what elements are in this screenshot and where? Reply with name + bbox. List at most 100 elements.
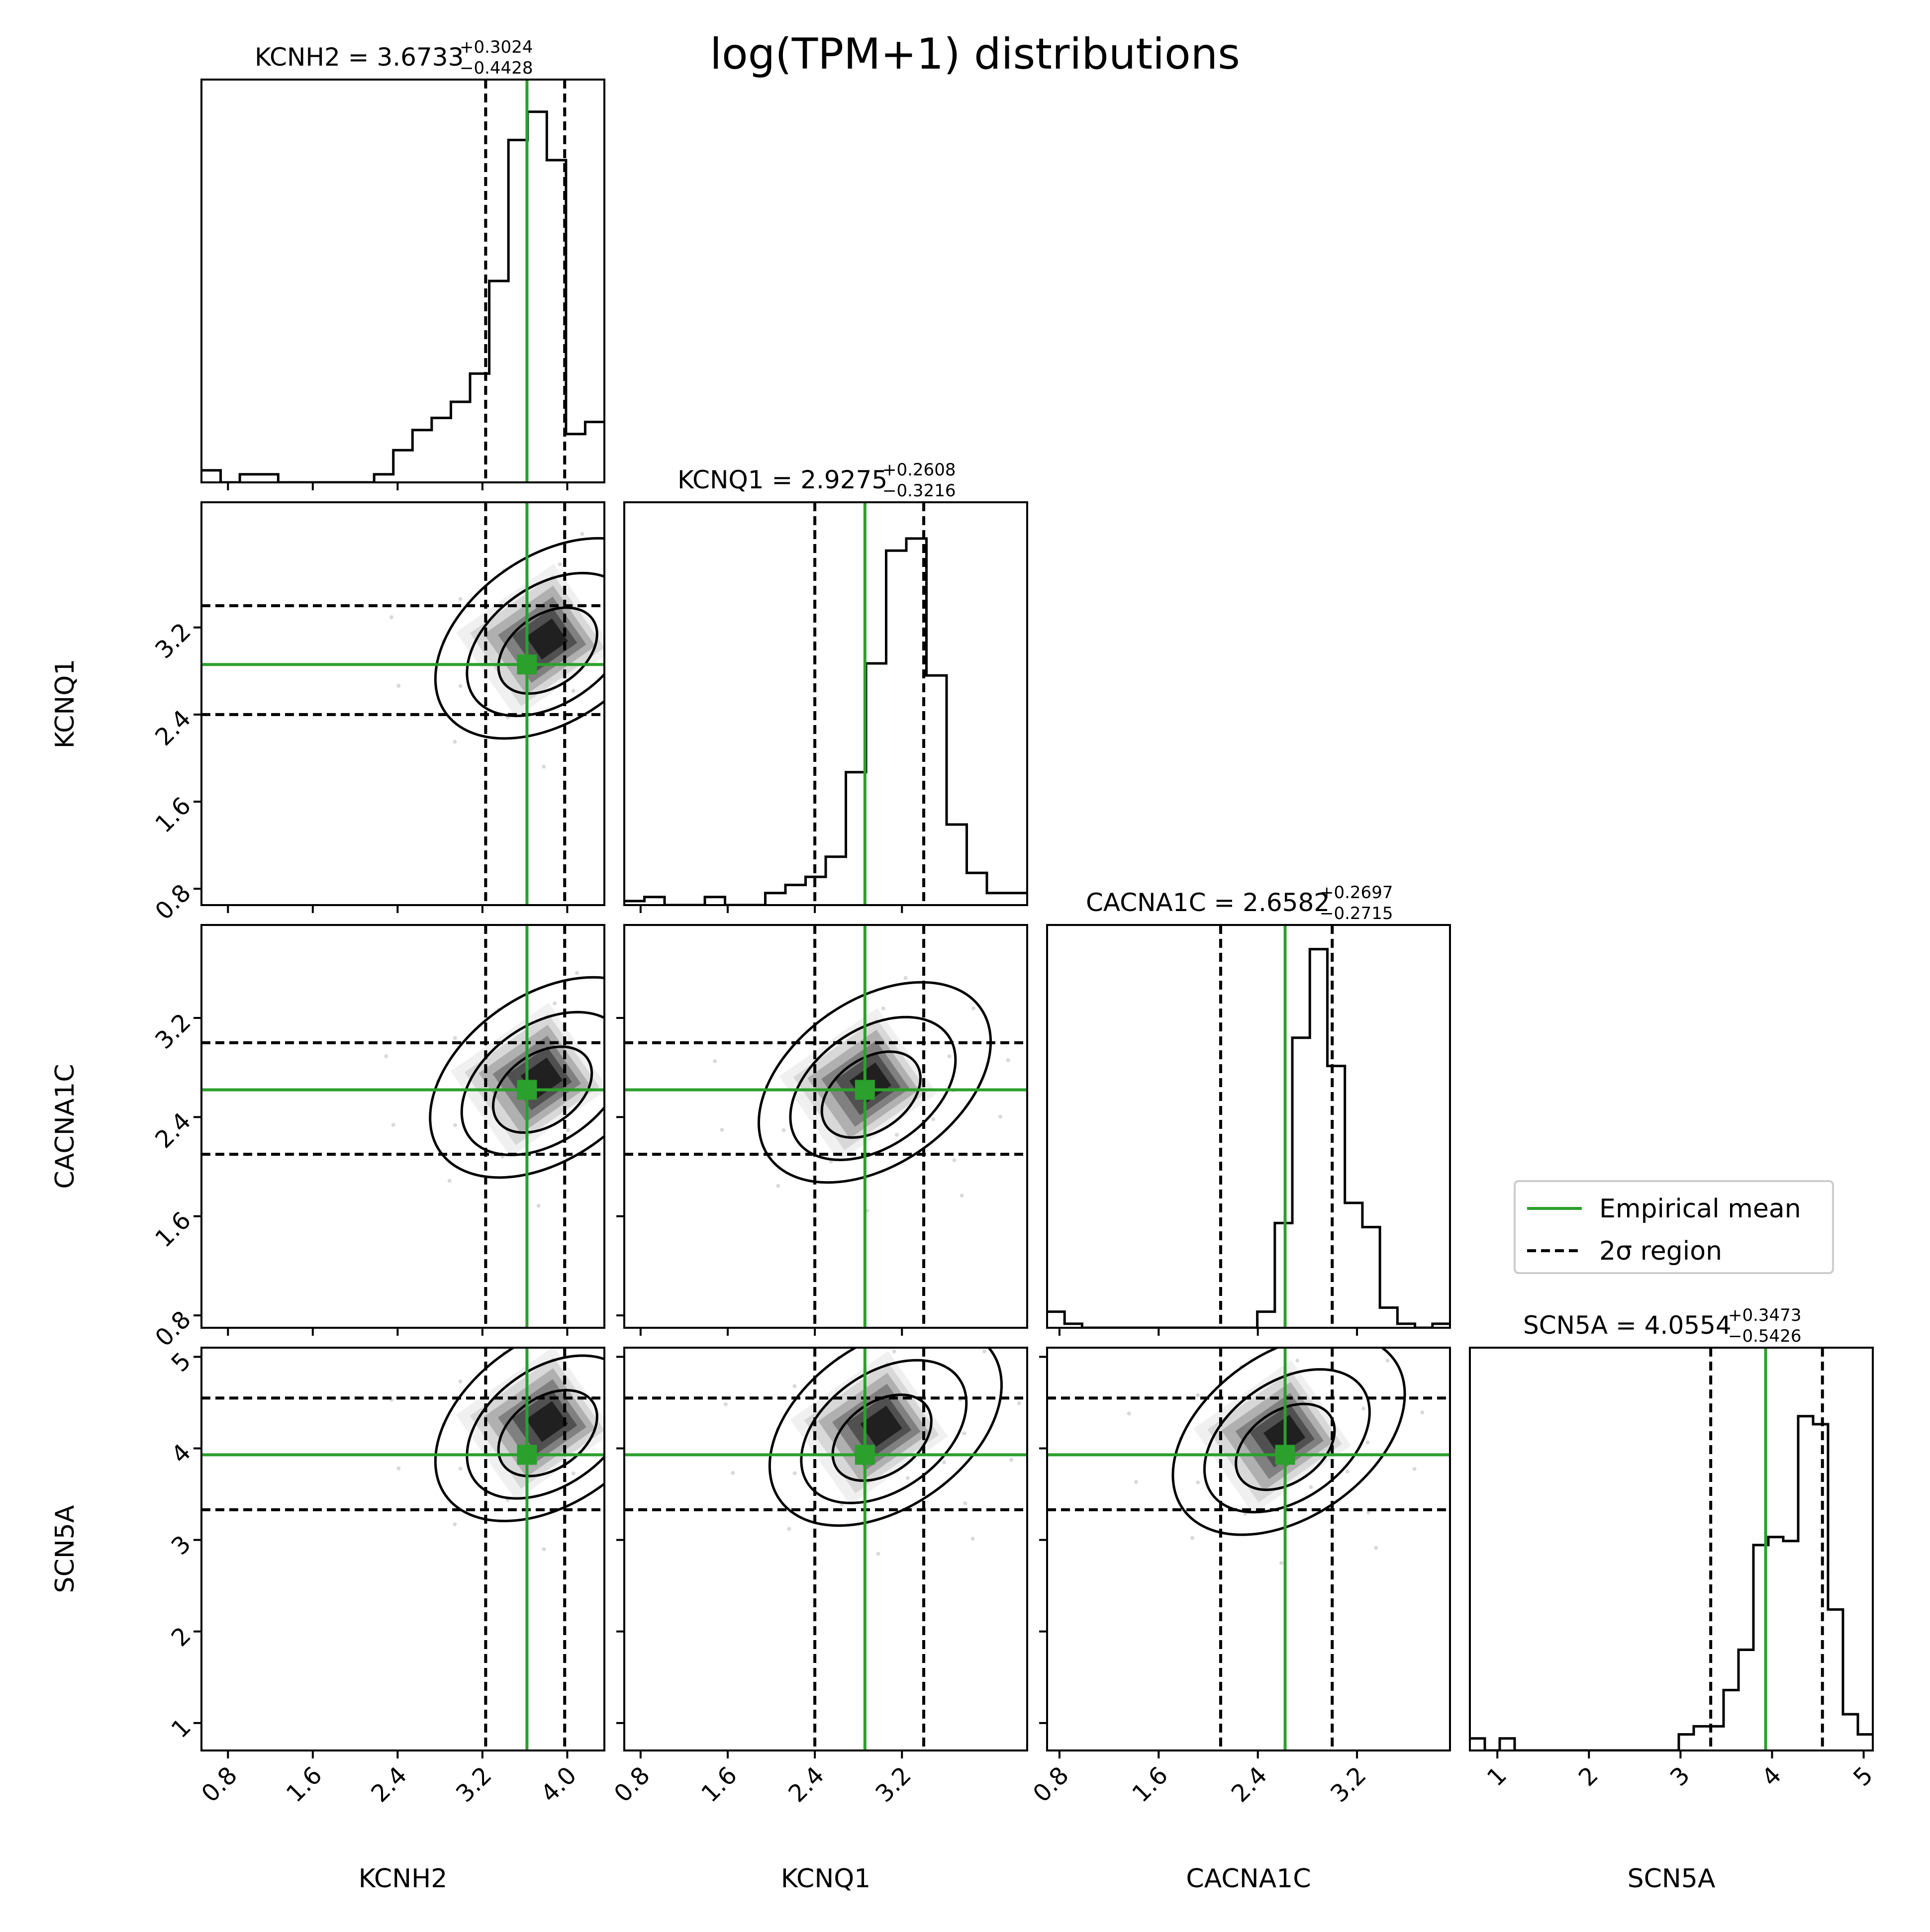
sample-point xyxy=(942,1460,947,1465)
sample-point xyxy=(947,1054,952,1059)
y-tick-label: 4 xyxy=(166,1439,196,1469)
contour-line xyxy=(466,1354,604,1500)
x-tick-label: 4.0 xyxy=(536,1761,582,1808)
sample-point xyxy=(998,1114,1003,1119)
sample-point xyxy=(631,1189,635,1193)
sample-point xyxy=(963,1501,967,1505)
x-tick-label: 4 xyxy=(1756,1761,1787,1792)
x-axis-label-CACNA1C: CACNA1C xyxy=(1186,1864,1311,1894)
legend-box xyxy=(1514,1180,1834,1274)
panel-frame xyxy=(1046,924,1451,1329)
contour-line xyxy=(789,1015,957,1161)
sample-point xyxy=(536,1203,541,1208)
sample-point xyxy=(629,1497,633,1501)
sample-point xyxy=(1196,1393,1200,1397)
panel-CACNA1C-CACNA1C: CACNA1C = 2.6582+0.2697−0.2715 xyxy=(1046,883,1451,1336)
x-tick-label: 2.4 xyxy=(783,1761,830,1808)
sample-point xyxy=(1365,1440,1370,1445)
sample-point xyxy=(542,1547,546,1552)
sample-point xyxy=(458,684,463,688)
sample-point xyxy=(683,614,687,618)
sample-point xyxy=(637,1532,641,1536)
sample-point xyxy=(787,1527,791,1531)
panel-KCNH2-KCNH2: KCNH2 = 3.6733+0.3024−0.4428 xyxy=(200,37,605,490)
sample-point xyxy=(453,1522,457,1527)
sample-point xyxy=(648,562,652,566)
y-tick-label: 1 xyxy=(166,1713,196,1744)
sample-point xyxy=(670,1110,674,1114)
panel-content xyxy=(201,502,687,905)
sample-point xyxy=(389,615,393,620)
sample-point xyxy=(970,1537,975,1541)
panel-title-minus-KCNH2: −0.4428 xyxy=(460,58,533,78)
sample-point xyxy=(629,714,633,718)
sample-point xyxy=(447,1179,452,1183)
sample-point xyxy=(914,1319,918,1323)
sample-point xyxy=(566,1128,571,1132)
panel-title-minus-KCNQ1: −0.3216 xyxy=(882,481,956,501)
sample-point xyxy=(962,1431,966,1436)
panels: KCNH2 = 3.6733+0.3024−0.4428 0.8 1.6 2.4 3.2… xyxy=(50,37,1878,1894)
sample-point xyxy=(776,1184,780,1188)
contour-line xyxy=(831,1393,933,1482)
panel-content xyxy=(624,925,1027,1328)
panel-KCNQ1-KCNH2: 0.8 1.6 2.4 3.2 xyxy=(150,501,687,925)
sample-point xyxy=(571,689,576,693)
panel-frame xyxy=(1046,1347,1451,1751)
contour-line xyxy=(1203,1368,1371,1514)
x-tick-label: 1.6 xyxy=(1127,1761,1173,1808)
sample-point xyxy=(1295,1359,1300,1363)
contour-line xyxy=(757,981,992,1184)
panel-frame xyxy=(200,1347,605,1751)
sample-point xyxy=(542,764,546,769)
x-axis-label-SCN5A: SCN5A xyxy=(1628,1864,1716,1894)
x-tick-label: 3 xyxy=(1665,1761,1695,1792)
sample-point xyxy=(391,1122,395,1127)
histogram-SCN5A xyxy=(1470,1415,1873,1750)
sample-point xyxy=(396,1466,401,1471)
x-tick-label: 2.4 xyxy=(366,1761,412,1808)
sample-point xyxy=(458,597,463,601)
sample-point xyxy=(931,1117,936,1121)
sample-point xyxy=(1318,1328,1322,1332)
panel-frame xyxy=(200,924,605,1329)
y-tick-label: 1.6 xyxy=(150,792,196,838)
contour-line xyxy=(460,1011,604,1156)
density-cell xyxy=(860,1405,902,1447)
sample-point xyxy=(453,1123,457,1127)
sample-point xyxy=(1190,1536,1194,1540)
sample-point xyxy=(628,644,632,648)
sample-point xyxy=(580,1314,584,1318)
x-tick-label: 0.8 xyxy=(196,1761,243,1808)
sample-point xyxy=(720,1127,724,1132)
sample-point xyxy=(1006,1058,1010,1062)
panel-CACNA1C-KCNQ1 xyxy=(616,924,1028,1336)
mean-marker xyxy=(517,1445,537,1465)
y-tick-label: 2.4 xyxy=(150,1107,196,1154)
panel-content xyxy=(1047,1328,1450,1750)
panel-frame xyxy=(623,924,1028,1329)
sample-point xyxy=(1385,1358,1390,1363)
panel-title-KCNH2: KCNH2 = 3.6733 xyxy=(255,43,464,72)
sample-point xyxy=(396,684,401,688)
panel-title-plus-SCN5A: +0.3473 xyxy=(1728,1305,1801,1325)
histogram-CACNA1C xyxy=(1047,948,1450,1328)
histogram-KCNH2 xyxy=(201,110,604,482)
sample-point xyxy=(971,1006,976,1011)
panel-KCNQ1-KCNQ1: KCNQ1 = 2.9275+0.2608−0.3216 xyxy=(623,460,1028,913)
sample-point xyxy=(1374,1546,1378,1550)
legend-label-1: 2σ region xyxy=(1599,1236,1722,1266)
x-tick-label: 1.6 xyxy=(696,1761,743,1808)
histogram-KCNQ1 xyxy=(624,537,1027,905)
contour-line xyxy=(800,1359,968,1504)
mean-marker xyxy=(517,654,537,675)
sample-point xyxy=(608,673,612,677)
sample-point xyxy=(1134,1480,1138,1484)
panel-frame xyxy=(1469,1347,1874,1751)
mean-marker xyxy=(855,1080,875,1100)
y-tick-label: 3.2 xyxy=(150,1008,196,1055)
contour-line xyxy=(429,976,604,1179)
sample-point xyxy=(792,1471,797,1475)
x-tick-label: 2.4 xyxy=(1226,1761,1273,1808)
sample-point xyxy=(619,1049,623,1053)
